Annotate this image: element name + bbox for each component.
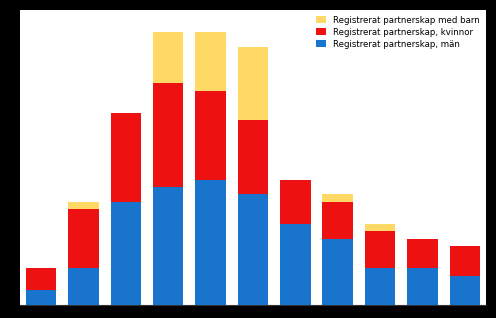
Bar (322, 239, 353, 305)
Bar (195, 91, 226, 180)
Bar (365, 224, 395, 231)
Bar (26, 291, 56, 305)
Bar (365, 268, 395, 305)
Bar (238, 194, 268, 305)
Bar (68, 209, 99, 268)
Legend: Registrerat partnerskap med barn, Registrerat partnerskap, kvinnor, Registrerat : Registrerat partnerskap med barn, Regist… (314, 14, 482, 50)
Bar (407, 239, 438, 268)
Bar (450, 246, 480, 276)
Bar (26, 268, 56, 291)
Bar (111, 113, 141, 202)
Bar (68, 268, 99, 305)
Bar (153, 32, 184, 84)
Bar (111, 202, 141, 305)
Bar (153, 84, 184, 187)
Bar (195, 32, 226, 91)
Bar (238, 46, 268, 121)
Bar (195, 180, 226, 305)
Bar (238, 121, 268, 194)
Bar (280, 224, 310, 305)
Bar (68, 202, 99, 209)
Bar (322, 194, 353, 202)
Bar (280, 180, 310, 224)
Bar (365, 231, 395, 268)
Bar (153, 187, 184, 305)
Bar (450, 276, 480, 305)
Bar (407, 268, 438, 305)
Bar (322, 202, 353, 239)
